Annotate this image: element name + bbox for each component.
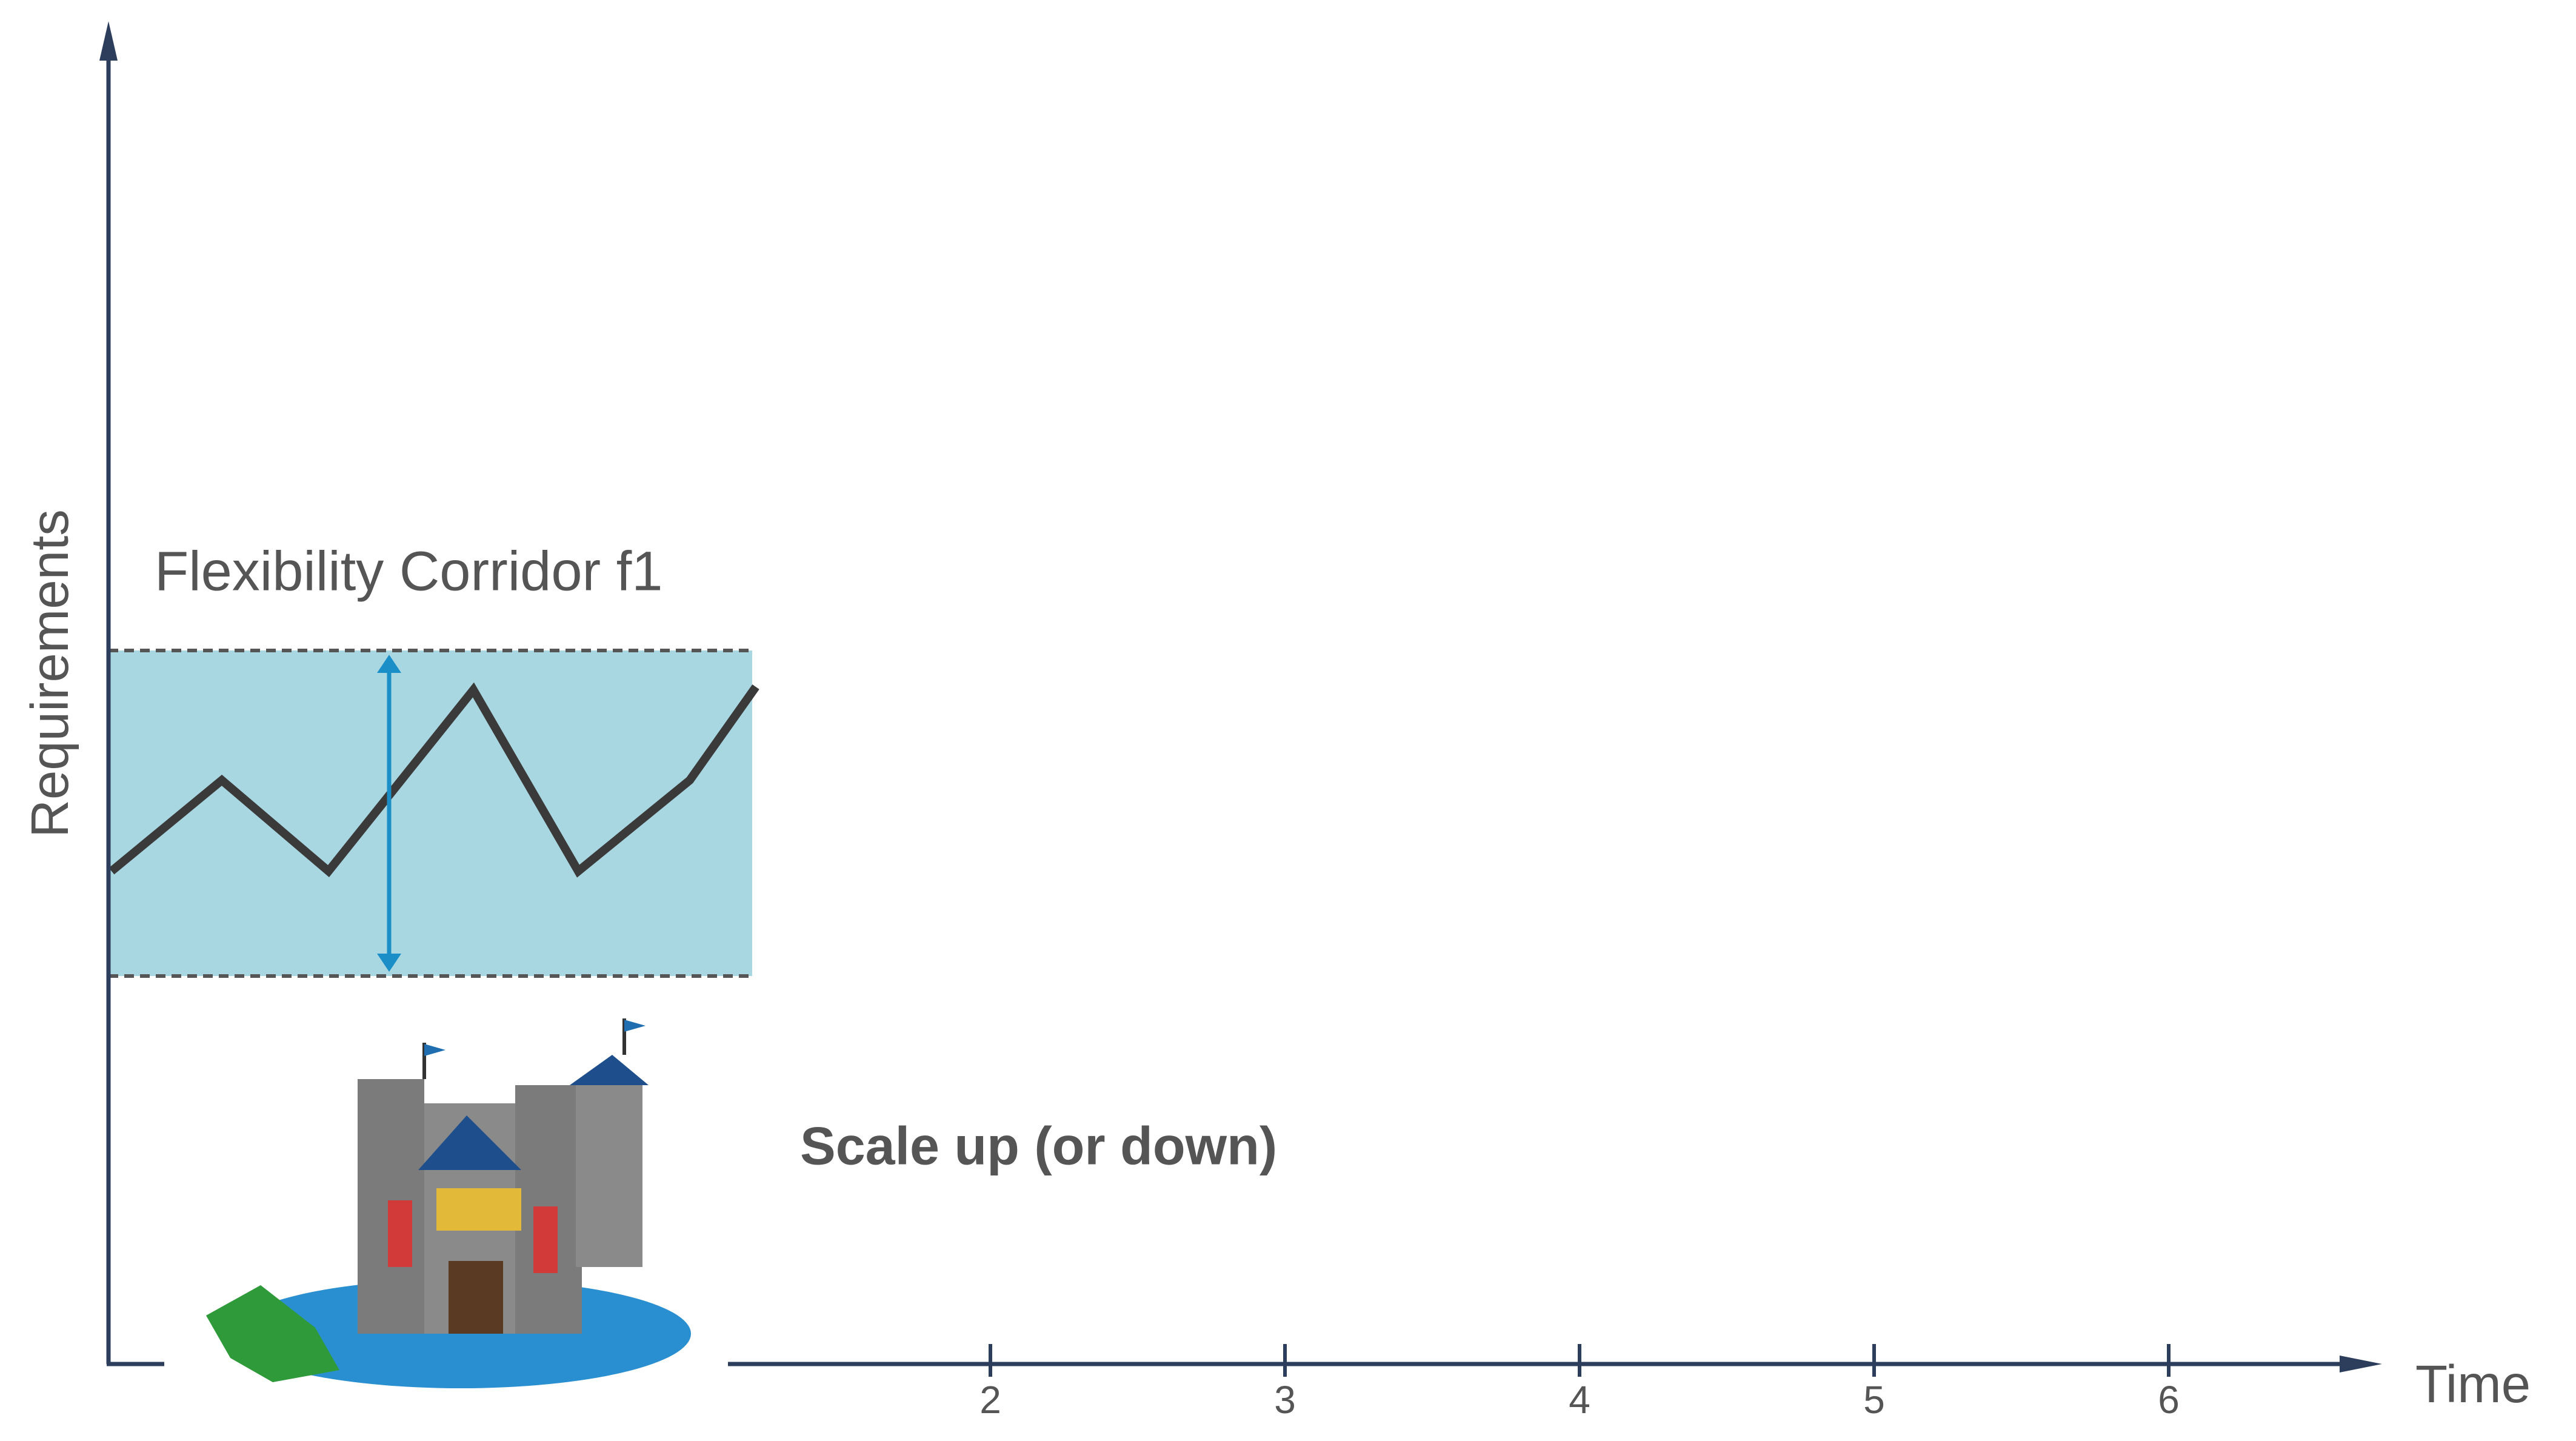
x-tick-label: 5	[1863, 1378, 1885, 1422]
arrow-head-up	[377, 655, 401, 673]
y-axis-label: Requirements	[21, 509, 79, 838]
corridor-label: Flexibility Corridor f1	[155, 540, 662, 602]
arrow-head-down	[377, 954, 401, 972]
corridor-label-box	[115, 539, 731, 611]
caption: Scale up (or down)	[800, 1115, 1277, 1175]
x-axis-arrow	[2340, 1356, 2382, 1372]
x-tick-label: 2	[979, 1378, 1001, 1422]
y-axis-arrow	[99, 21, 118, 61]
x-tick-label: 6	[2158, 1378, 2180, 1422]
castle-image	[164, 1002, 728, 1429]
x-axis-label: Time	[2415, 1355, 2531, 1414]
x-tick-label: 3	[1274, 1378, 1296, 1422]
x-ticks: 2 3 4 5 6	[979, 1344, 2180, 1422]
x-tick-label: 4	[1569, 1378, 1590, 1422]
requirements-line	[108, 682, 759, 878]
